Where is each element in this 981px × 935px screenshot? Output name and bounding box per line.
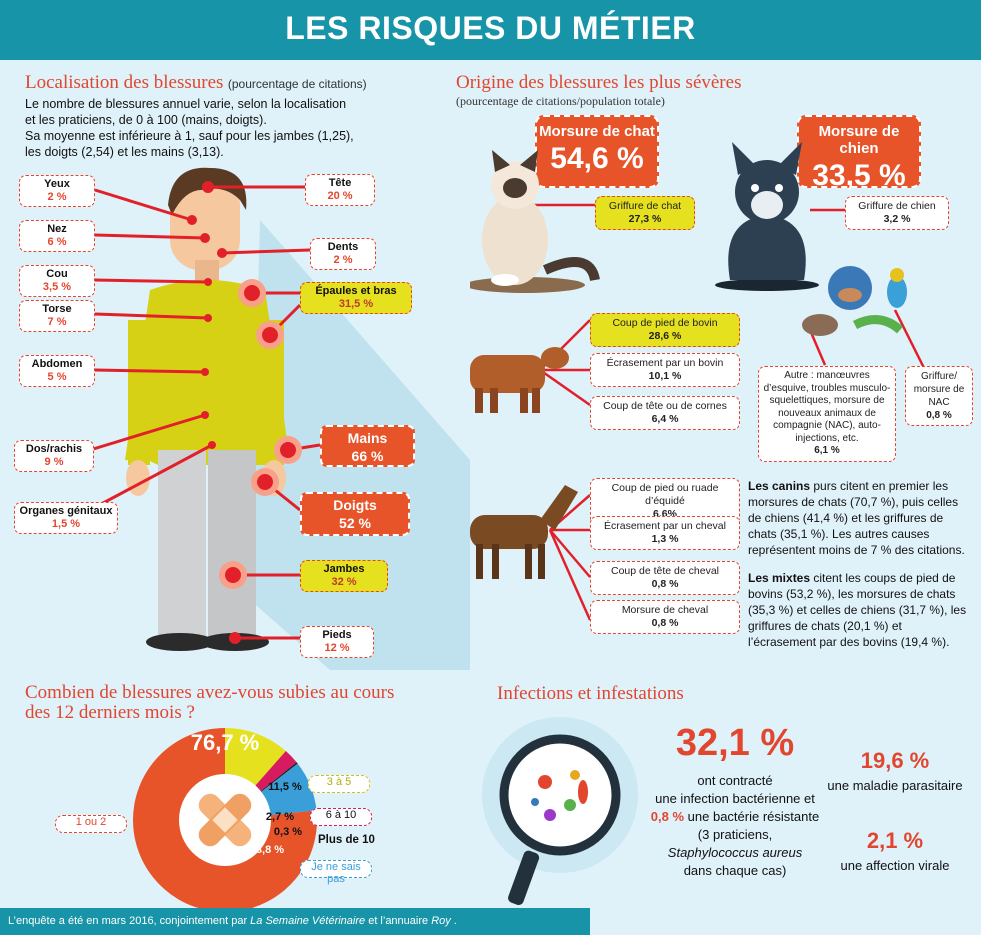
location-heading: Localisation des blessures (pourcentage …: [25, 72, 445, 94]
bacterial-value: 32,1 %: [675, 722, 795, 764]
dog-illustration: [715, 142, 819, 291]
legend-ne-sais-pas: Je ne sais pas: [300, 860, 372, 885]
pie-slice: [133, 728, 317, 910]
intro-line: et les praticiens, de 0 à 100 (mains, do…: [25, 113, 267, 127]
parasite-text: une maladie parasitaire: [827, 778, 963, 793]
tag-jambes: Jambes 32 %: [300, 560, 388, 592]
mixtes-paragraph: Les mixtes citent les coups de pied de b…: [748, 571, 967, 649]
left-shoe: [146, 633, 214, 651]
tag-dents: Dents 2 %: [310, 238, 376, 270]
pie-value-label: 11,5 %: [268, 781, 302, 793]
origin-title: Origine des blessures les plus sévères: [456, 72, 742, 93]
tag-epaules: Épaules et bras 31,5 %: [300, 282, 412, 314]
right-leg: [208, 450, 256, 640]
cat-bite-badge: Morsure de chat 54,6 %: [535, 115, 659, 188]
pie-value-label: 8,8 %: [256, 844, 284, 856]
tag-abdomen: Abdomen 5 %: [19, 355, 95, 387]
connector-lines: [89, 185, 321, 640]
bacterial-text: ont contracté une infection bactérienne …: [650, 773, 820, 878]
box-ecrasement-bovin: Écrasement par un bovin 10,1 %: [590, 353, 740, 387]
dog-bite-badge: Morsure de chien 33,5 %: [797, 115, 921, 192]
tag-organes: Organes génitaux 1,5 %: [14, 502, 118, 534]
legend-1-2: 1 ou 2: [55, 815, 127, 833]
intro-line: Le nombre de blessures annuel varie, sel…: [25, 97, 347, 111]
box-griffure-chien: Griffure de chien 3,2 %: [845, 196, 949, 230]
pie-value-label: 2,7 %: [266, 811, 294, 823]
cow-illustration: [470, 347, 569, 413]
horse-illustration: [470, 485, 578, 579]
legend-3-5: 3 à 5: [308, 775, 370, 793]
header-banner: [0, 0, 981, 60]
box-morsure-cheval: Morsure de cheval 0,8 %: [590, 600, 740, 634]
box-autre: Autre : manœuvres d’esquive, troubles mu…: [758, 366, 896, 462]
box-griffure-chat: Griffure de chat 27,3 %: [595, 196, 695, 230]
intro-line: Sa moyenne est inférieure à 1, sauf pour…: [25, 129, 354, 143]
bandage-icon: [198, 793, 252, 847]
location-title: Localisation des blessures: [25, 72, 224, 93]
hair-shape: [168, 167, 247, 215]
legend-6-10: 6 à 10: [310, 808, 372, 826]
box-pied-bovin: Coup de pied de bovin 28,6 %: [590, 313, 740, 347]
right-arm: [262, 320, 284, 465]
tag-cou: Cou 3,5 %: [19, 265, 95, 297]
tag-dos: Dos/rachis 9 %: [14, 440, 94, 472]
footer-source: L’enquête a été en mars 2016, conjointem…: [0, 908, 590, 935]
magnifier-illustration: [482, 717, 638, 906]
tag-yeux: Yeux 2 %: [19, 175, 95, 207]
location-intro: Le nombre de blessures annuel varie, sel…: [25, 96, 445, 160]
left-leg: [158, 450, 206, 640]
parasite-value: 19,6 %: [860, 748, 930, 773]
injuries-pie-chart: 76,7 % 11,5 % 2,7 % 0,3 % 8,8 %: [133, 728, 317, 910]
box-tete-cheval: Coup de tête de cheval 0,8 %: [590, 561, 740, 595]
cat-illustration: [470, 150, 600, 293]
nac-illustration: [802, 266, 907, 336]
viral-value: 2,1 %: [866, 828, 924, 853]
page-title: LES RISQUES DU MÉTIER: [285, 10, 696, 46]
tag-doigts: Doigts 52 %: [300, 492, 410, 536]
tag-pieds: Pieds 12 %: [300, 626, 374, 658]
infections-title: Infections et infestations: [497, 683, 684, 704]
left-arm: [128, 320, 150, 465]
tag-mains: Mains 66 %: [320, 425, 415, 467]
tag-tete: Tête 20 %: [305, 174, 375, 206]
pie-value-label: 0,3 %: [274, 826, 302, 838]
head-shape: [170, 175, 240, 270]
injury-dots: [187, 181, 302, 644]
box-tete-cornes: Coup de tête ou de cornes 6,4 %: [590, 396, 740, 430]
tag-torse: Torse 7 %: [19, 300, 95, 332]
location-subtitle: (pourcentage de citations): [227, 77, 367, 91]
tag-nez: Nez 6 %: [19, 220, 95, 252]
origin-subtitle: (pourcentage de citations/population tot…: [456, 94, 665, 108]
box-nac: Griffure/ morsure de NAC 0,8 %: [905, 366, 973, 426]
box-ecrasement-cheval: Écrasement par un cheval 1,3 %: [590, 516, 740, 550]
intro-line: les doigts (2,54) et les mains (3,13).: [25, 145, 224, 159]
canins-paragraph: Les canins purs citent en premier les mo…: [748, 479, 965, 557]
pie-value-label: 76,7 %: [191, 730, 260, 755]
legend-plus-10: Plus de 10: [318, 834, 375, 846]
viral-text: une affection virale: [840, 858, 950, 873]
count-title: Combien de blessures avez-vous subies au…: [25, 682, 395, 723]
animals-illustration: [470, 142, 927, 621]
